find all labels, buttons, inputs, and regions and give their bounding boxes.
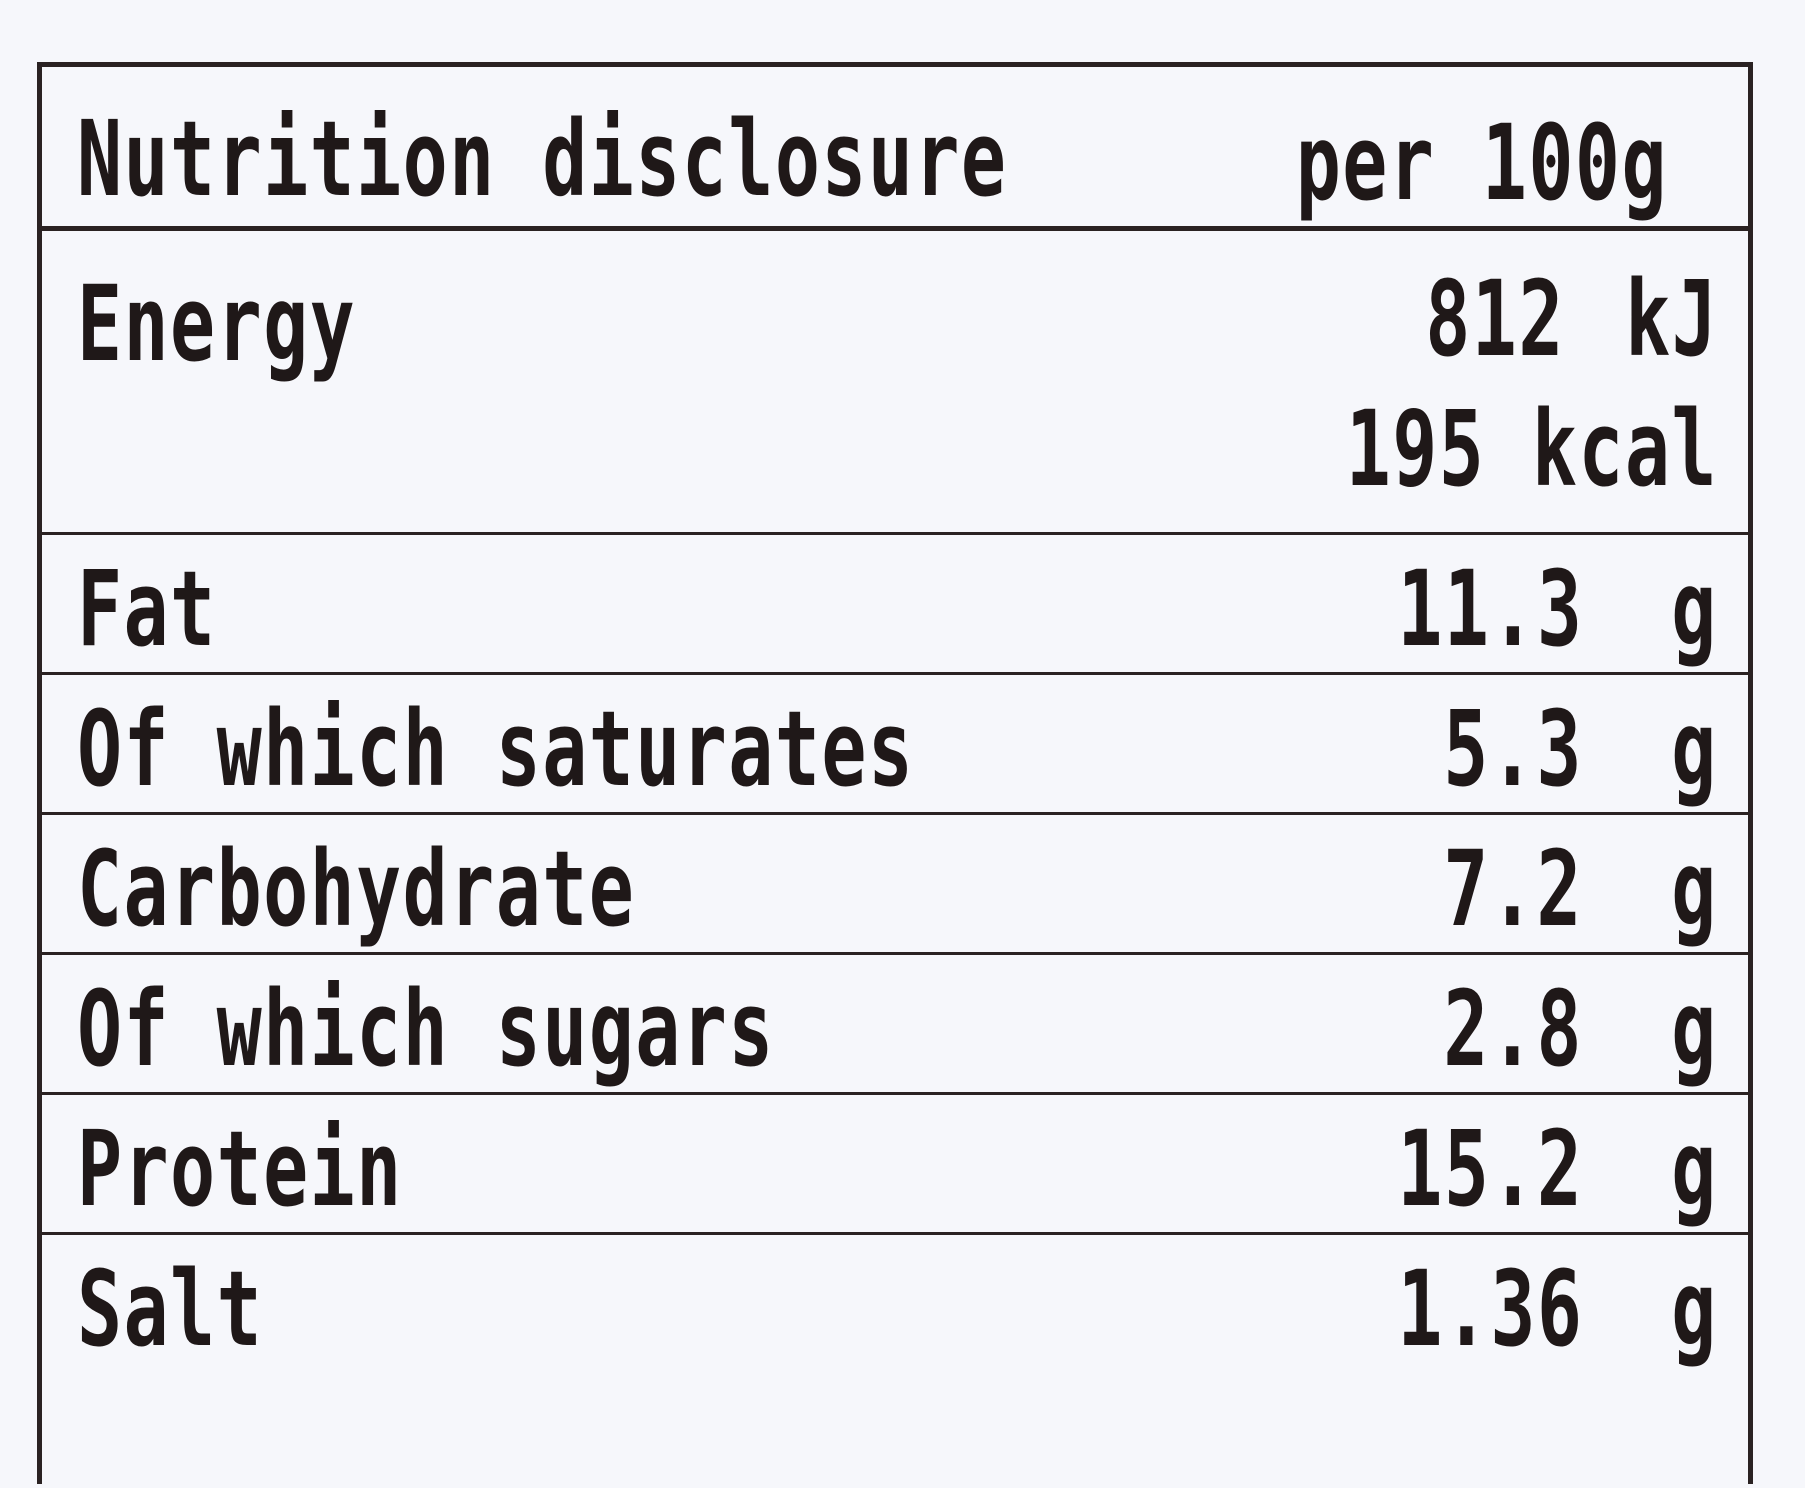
nutrition-label: Nutrition disclosure per 100g Energy 812… (37, 62, 1753, 1484)
nutrient-name: Of which sugars (77, 968, 775, 1090)
nutrient-unit: g (1671, 828, 1718, 950)
nutrient-value: 1.36 (1396, 1248, 1583, 1370)
nutrient-row-fat: Fat 11.3 g (42, 532, 1748, 672)
label-title: Nutrition disclosure (77, 98, 1008, 220)
nutrient-row-salt: Salt 1.36 g (42, 1232, 1748, 1392)
nutrient-value: 2.8 (1443, 968, 1583, 1090)
nutrient-row-carbohydrate: Carbohydrate 7.2 g (42, 812, 1748, 952)
nutrient-value: 7.2 (1443, 828, 1583, 950)
nutrient-value: 15.2 (1396, 1108, 1583, 1230)
nutrient-unit: g (1671, 1248, 1718, 1370)
nutrient-value: 11.3 (1396, 548, 1583, 670)
nutrient-unit: g (1671, 968, 1718, 1090)
nutrient-name: Energy (77, 263, 357, 385)
nutrient-row-protein: Protein 15.2 g (42, 1092, 1748, 1232)
label-basis: per 100g (1295, 102, 1668, 224)
nutrient-row-sugars: Of which sugars 2.8 g (42, 952, 1748, 1092)
nutrient-value: 812 (1425, 258, 1565, 380)
nutrient-value-kcal: 195 kcal (1345, 388, 1718, 510)
nutrient-name: Of which saturates (77, 688, 915, 810)
nutrient-unit: kJ (1624, 258, 1718, 380)
nutrient-name: Salt (77, 1248, 264, 1370)
nutrient-name: Carbohydrate (77, 828, 636, 950)
nutrient-name: Protein (77, 1108, 403, 1230)
label-header: Nutrition disclosure per 100g (42, 67, 1748, 231)
nutrient-value: 5.3 (1443, 688, 1583, 810)
nutrient-row-saturates: Of which saturates 5.3 g (42, 672, 1748, 812)
nutrient-unit: g (1671, 688, 1718, 810)
nutrient-unit: g (1671, 1108, 1718, 1230)
nutrient-name: Fat (77, 548, 217, 670)
nutrient-unit: g (1671, 548, 1718, 670)
